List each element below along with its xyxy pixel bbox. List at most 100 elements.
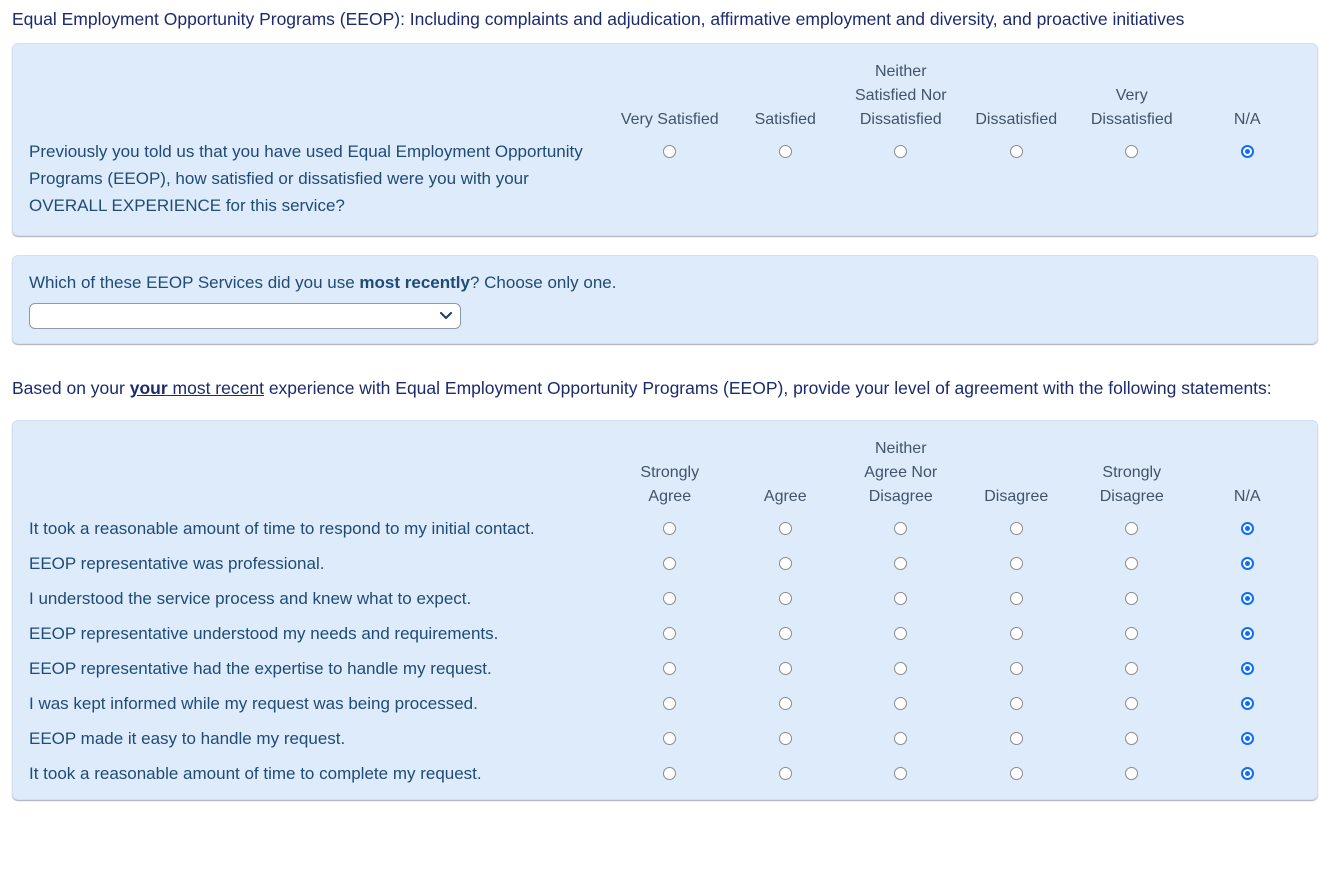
radio-agree[interactable] [778, 627, 792, 640]
radio-disagree[interactable] [1009, 592, 1023, 605]
radio-cell [959, 690, 1075, 710]
radio-agree[interactable] [778, 767, 792, 780]
radio-strongly-agree[interactable] [663, 732, 677, 745]
radio-disagree[interactable] [1009, 697, 1023, 710]
radio-n-a-selected[interactable] [1240, 627, 1254, 640]
service-question-bold: most recently [359, 273, 470, 292]
radio-neither-agree-nor-disagree[interactable] [894, 697, 908, 710]
radio-disagree[interactable] [1009, 662, 1023, 675]
service-question-tail: ? Choose only one. [469, 273, 617, 292]
radio-neither-agree-nor-disagree[interactable] [894, 627, 908, 640]
radio-n-a-selected[interactable] [1240, 732, 1254, 745]
radio-n-a-selected[interactable] [1240, 557, 1254, 570]
radio-cell [612, 515, 728, 535]
radio-n-a-selected[interactable] [1240, 522, 1254, 535]
agreement-panel: Strongly Agree Agree Neither Agree Nor Disagr… [12, 420, 1318, 800]
radio-n-a-selected[interactable] [1240, 592, 1254, 605]
heading-underlined-segment: your most recent [130, 378, 264, 398]
radio-strongly-disagree[interactable] [1125, 767, 1139, 780]
radio-neither-agree-nor-disagree[interactable] [894, 522, 908, 535]
overall-satisfaction-panel: Very Satisfied Satisfied Neither Satisfied … [12, 43, 1318, 236]
radio-strongly-disagree[interactable] [1125, 557, 1139, 570]
radio-cell [728, 138, 844, 158]
radio-strongly-agree[interactable] [663, 767, 677, 780]
row-statement: Previously you told us that you have use… [29, 142, 583, 215]
matrix-row: EEOP representative had the expertise to… [13, 651, 1317, 686]
service-select[interactable] [29, 303, 461, 329]
radio-cell [843, 655, 959, 675]
radio-agree[interactable] [778, 732, 792, 745]
matrix-header-row: Very Satisfied Satisfied Neither Satisfied … [13, 44, 1317, 132]
radio-agree[interactable] [778, 662, 792, 675]
radio-agree[interactable] [778, 557, 792, 570]
radio-cell [728, 550, 844, 570]
column-header-dissatisfied: Dissatisfied [975, 111, 1058, 128]
radio-agree[interactable] [778, 697, 792, 710]
radio-n-a-selected[interactable] [1240, 767, 1254, 780]
column-header-agree: Agree [763, 488, 807, 505]
radio-cell [728, 655, 844, 675]
radio-cell [612, 725, 728, 745]
radio-neither-agree-nor-disagree[interactable] [894, 732, 908, 745]
radio-strongly-agree[interactable] [663, 557, 677, 570]
radio-cell [1190, 655, 1306, 675]
survey-section-title: Equal Employment Opportunity Programs (E… [12, 9, 1185, 29]
radio-disagree[interactable] [1009, 732, 1023, 745]
radio-cell [728, 620, 844, 640]
radio-very-dissatisfied[interactable] [1125, 145, 1139, 158]
radio-cell [1190, 690, 1306, 710]
radio-disagree[interactable] [1009, 557, 1023, 570]
radio-cell [728, 725, 844, 745]
radio-strongly-agree[interactable] [663, 697, 677, 710]
radio-cell [843, 620, 959, 640]
radio-disagree[interactable] [1009, 767, 1023, 780]
radio-strongly-disagree[interactable] [1125, 732, 1139, 745]
radio-cell [612, 550, 728, 570]
radio-cell [843, 138, 959, 158]
radio-cell [1074, 550, 1190, 570]
radio-disagree[interactable] [1009, 627, 1023, 640]
radio-neither-agree-nor-disagree[interactable] [894, 767, 908, 780]
radio-agree[interactable] [778, 592, 792, 605]
row-statement: It took a reasonable amount of time to c… [29, 764, 482, 783]
radio-cell [843, 760, 959, 780]
radio-cell [843, 515, 959, 535]
column-header-strongly-disagree: Strongly Disagree [1099, 464, 1164, 505]
radio-strongly-disagree[interactable] [1125, 627, 1139, 640]
service-used-panel: Which of these EEOP Services did you use… [12, 255, 1318, 344]
radio-disagree[interactable] [1009, 522, 1023, 535]
radio-strongly-disagree[interactable] [1125, 592, 1139, 605]
radio-cell [1074, 138, 1190, 158]
column-header-n-a: N/A [1233, 111, 1261, 128]
radio-neither-satisfied-nor-dissatisfied[interactable] [894, 145, 908, 158]
heading-text-tail: experience with Equal Employment Opportu… [263, 378, 1272, 398]
radio-n-a-selected[interactable] [1240, 662, 1254, 675]
radio-neither-agree-nor-disagree[interactable] [894, 557, 908, 570]
radio-strongly-agree[interactable] [663, 627, 677, 640]
radio-n-a-selected[interactable] [1240, 697, 1254, 710]
survey-page: Equal Employment Opportunity Programs (E… [0, 0, 1330, 800]
radio-n-a-selected[interactable] [1240, 145, 1254, 158]
column-header-very-satisfied: Very Satisfied [620, 111, 719, 128]
radio-cell [1074, 760, 1190, 780]
radio-neither-agree-nor-disagree[interactable] [894, 592, 908, 605]
radio-cell [959, 515, 1075, 535]
radio-strongly-agree[interactable] [663, 592, 677, 605]
heading-underlined-regular: most recent [167, 378, 264, 398]
radio-strongly-disagree[interactable] [1125, 697, 1139, 710]
column-header-n-a: N/A [1233, 488, 1261, 505]
radio-very-satisfied[interactable] [663, 145, 677, 158]
radio-cell [843, 725, 959, 745]
radio-neither-agree-nor-disagree[interactable] [894, 662, 908, 675]
radio-strongly-agree[interactable] [663, 662, 677, 675]
radio-satisfied[interactable] [778, 145, 792, 158]
radio-strongly-disagree[interactable] [1125, 522, 1139, 535]
radio-strongly-disagree[interactable] [1125, 662, 1139, 675]
radio-strongly-agree[interactable] [663, 522, 677, 535]
service-select-wrap [29, 303, 461, 329]
radio-agree[interactable] [778, 522, 792, 535]
row-statement: EEOP representative had the expertise to… [29, 659, 492, 678]
radio-cell [612, 655, 728, 675]
radio-dissatisfied[interactable] [1009, 145, 1023, 158]
radio-cell [1074, 690, 1190, 710]
